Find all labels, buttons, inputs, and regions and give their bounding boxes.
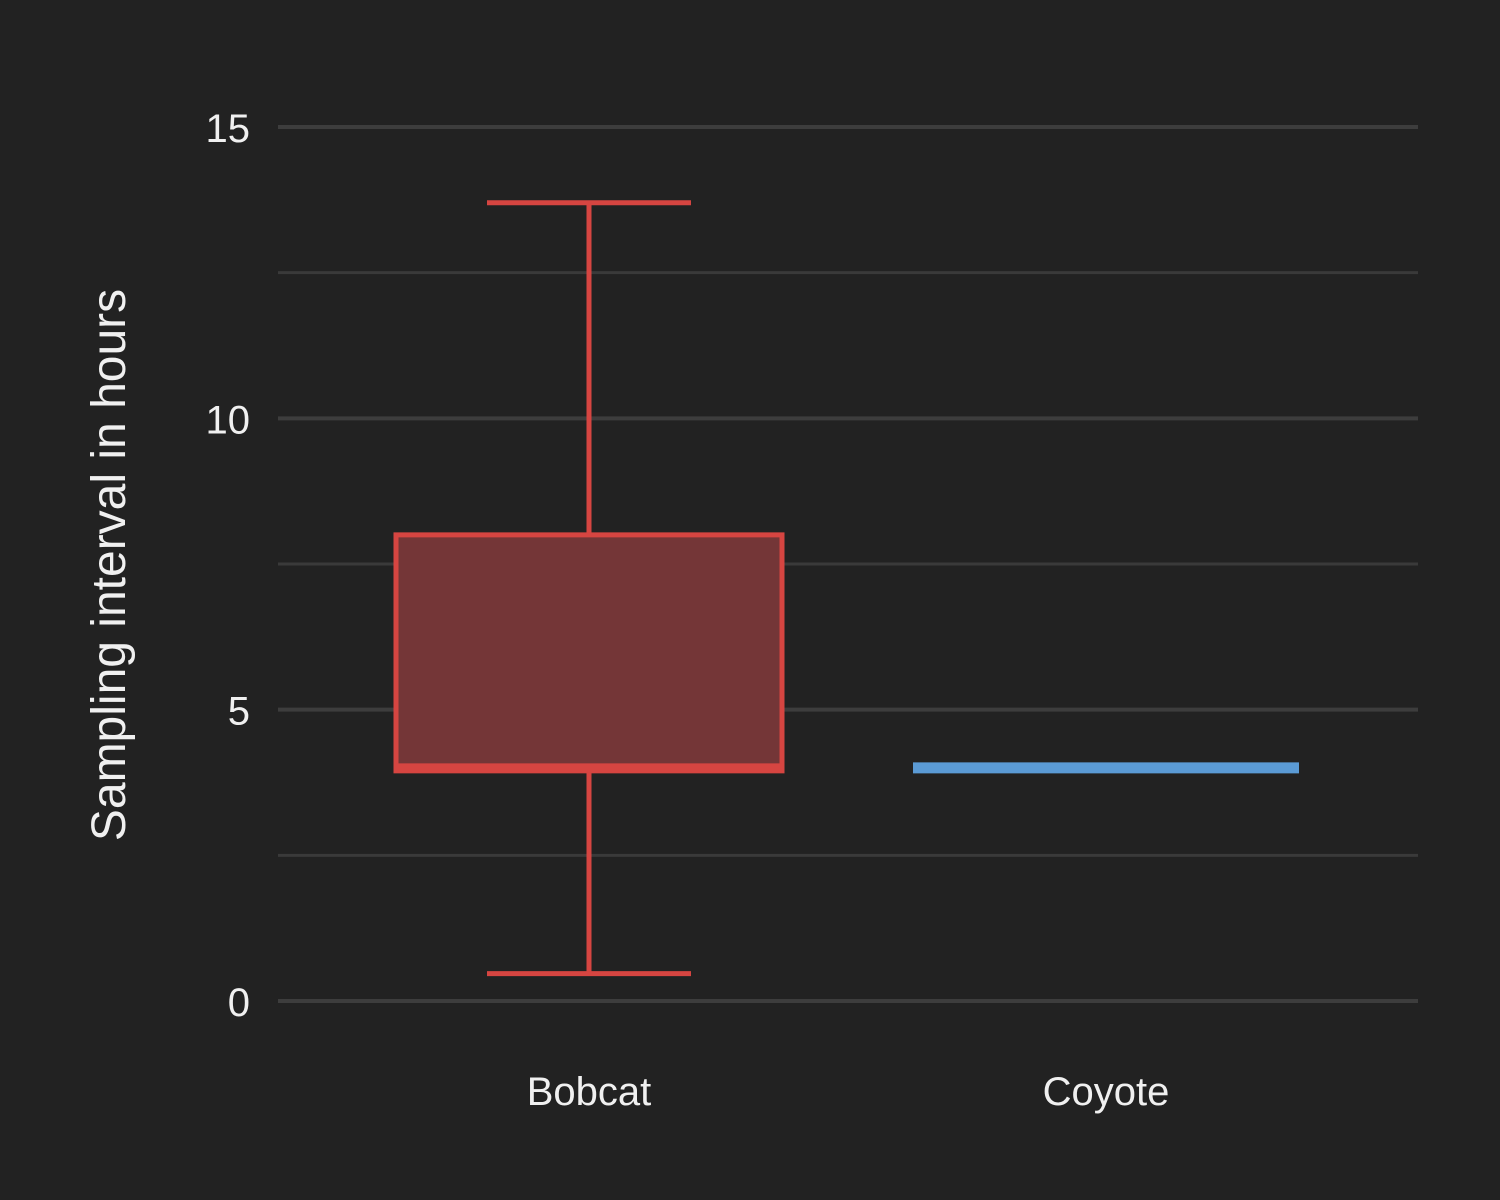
x-tick-label: Coyote	[1043, 1070, 1170, 1114]
x-tick-labels: Bobcat Coyote	[527, 1070, 1170, 1114]
box-bobcat	[393, 200, 785, 977]
iqr-box	[393, 532, 785, 774]
y-tick-label: 10	[206, 398, 251, 442]
y-tick-label: 15	[206, 107, 251, 151]
grid-layer	[278, 125, 1418, 1003]
y-tick-label: 0	[228, 981, 250, 1025]
y-tick-labels: 0 5 10 15	[206, 107, 251, 1025]
x-tick-label: Bobcat	[527, 1070, 652, 1114]
y-axis-title: Sampling interval in hours	[83, 289, 136, 841]
y-tick-label: 5	[228, 690, 250, 734]
box-layer	[393, 200, 1299, 977]
